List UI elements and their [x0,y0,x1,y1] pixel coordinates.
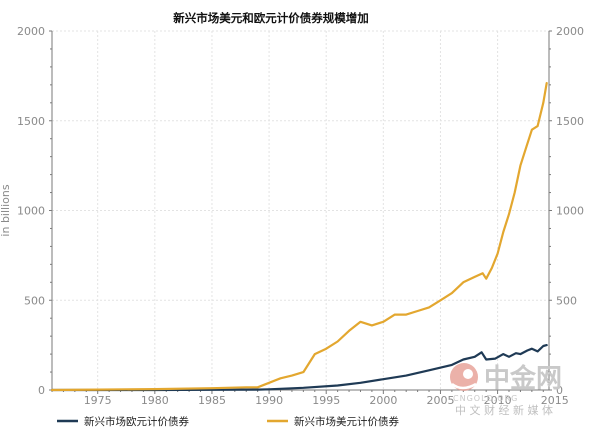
x-tick-label-2005: 2005 [426,394,454,407]
series-line-usd [50,82,548,392]
y-tick-label-right-500: 500 [556,294,577,307]
grid [52,30,549,391]
y-tick-label-left-1000: 1000 [17,205,45,218]
y-tick-label-right-0: 0 [556,384,563,397]
y-tick-label-right-2000: 2000 [556,25,584,38]
y-tick-label-left-1500: 1500 [17,115,45,128]
x-tick-label-2015: 2015 [541,394,569,407]
legend-label-usd: 新兴市场美元计价债券 [294,415,399,428]
chart-title: 新兴市场美元和欧元计价债券规模增加 [173,11,369,25]
series-lines [50,82,548,392]
legend-item-usd[interactable]: 新兴市场美元计价债券 [267,415,399,428]
y-tick-label-left-500: 500 [24,294,45,307]
legend: 新兴市场欧元计价债券 新兴市场美元计价债券 [57,415,399,428]
x-tick-label-1995: 1995 [312,394,340,407]
axes: 0 0 500 500 1000 1000 1500 1500 2000 2000 1975 1980… [17,25,584,407]
y-tick-label-left-2000: 2000 [17,25,45,38]
legend-item-eur[interactable]: 新兴市场欧元计价债券 [57,415,189,428]
watermark-url: CNGOLD.ORG [453,394,518,403]
x-tick-label-1985: 1985 [198,394,226,407]
y-tick-label-right-1000: 1000 [556,205,584,218]
y-axis-label: in billions [0,184,12,236]
x-tick-label-1975: 1975 [84,394,112,407]
y-tick-label-left-0: 0 [38,384,45,397]
watermark: 中金网 CNGOLD.ORG 中 文 财 经 新 媒 体 [450,363,562,417]
watermark-tagline: 中 文 财 经 新 媒 体 [455,403,553,417]
cngold-logo [450,363,478,391]
x-tick-label-2010: 2010 [484,394,512,407]
watermark-brand: 中金网 [484,363,562,394]
x-tick-label-2000: 2000 [369,394,397,407]
legend-label-eur: 新兴市场欧元计价债券 [84,415,189,428]
x-tick-label-1980: 1980 [141,394,169,407]
series-line-eur [50,344,548,392]
y-tick-label-right-1500: 1500 [556,115,584,128]
x-tick-label-1990: 1990 [255,394,283,407]
